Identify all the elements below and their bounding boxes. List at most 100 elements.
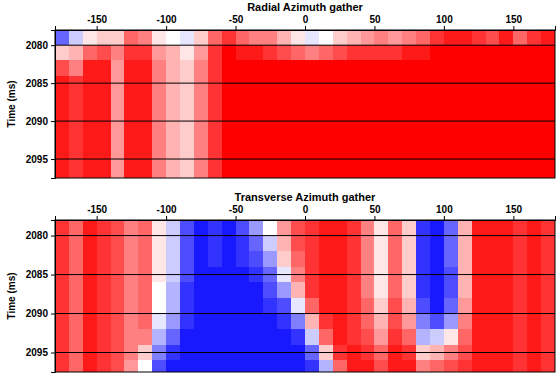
heat-cell	[138, 45, 152, 61]
heat-cell	[486, 91, 500, 107]
heat-cell	[541, 329, 555, 345]
heat-cell	[69, 360, 83, 372]
tick-label: 2085	[26, 269, 49, 280]
heat-cell	[152, 236, 166, 252]
heat-cell	[305, 45, 319, 61]
tick-label: -100	[157, 204, 177, 215]
heat-cell	[472, 136, 486, 152]
heat-cell	[291, 106, 305, 122]
heat-cell	[430, 251, 444, 267]
tick: 150	[505, 14, 522, 30]
heat-cell	[333, 30, 347, 46]
heat-cell	[55, 91, 69, 107]
heat-cell	[402, 220, 416, 236]
heat-cell	[222, 329, 236, 345]
heat-cell	[111, 45, 125, 61]
heat-cell	[180, 45, 194, 61]
heat-cell	[374, 329, 388, 345]
heat-cell	[333, 45, 347, 61]
heat-cell	[152, 136, 166, 152]
heat-cell	[527, 251, 541, 267]
tick: -100	[157, 204, 177, 220]
heat-cell	[402, 167, 416, 178]
heat-cell	[124, 136, 138, 152]
heat-cell	[291, 251, 305, 267]
x-axis: -150-100-50050100150	[56, 14, 556, 31]
heat-cell	[111, 121, 125, 137]
heat-cell	[69, 329, 83, 345]
heat-cell	[430, 220, 444, 236]
heat-cell	[402, 60, 416, 76]
figure: -150-100-500501001502080208520902095Radi…	[0, 0, 560, 384]
tick-label: 50	[369, 14, 381, 25]
heat-cell	[249, 329, 263, 345]
heat-cell	[472, 60, 486, 76]
heat-cell	[388, 236, 402, 252]
heat-cell	[69, 30, 83, 46]
tick: 150	[505, 204, 522, 220]
heat-cell	[277, 298, 291, 314]
heat-cell	[83, 60, 97, 76]
heat-cell	[166, 329, 180, 345]
heat-cell	[152, 220, 166, 236]
heat-cell	[347, 121, 361, 137]
heat-cell	[527, 360, 541, 372]
heat-cell	[430, 60, 444, 76]
heat-cell	[374, 106, 388, 122]
tick-mark	[51, 236, 55, 237]
heat-cell	[527, 236, 541, 252]
heat-cell	[361, 45, 375, 61]
heat-cell	[499, 106, 513, 122]
heat-cell	[83, 298, 97, 314]
heat-cell	[263, 298, 277, 314]
heat-cell	[499, 167, 513, 178]
heat-cell	[277, 314, 291, 330]
heat-cell	[194, 45, 208, 61]
heat-cell	[138, 236, 152, 252]
heat-cell	[180, 60, 194, 76]
heat-cell	[55, 220, 69, 236]
heat-cell	[194, 282, 208, 298]
heat-cell	[486, 45, 500, 61]
grid-line	[55, 274, 555, 275]
heat-cell	[527, 121, 541, 137]
heat-cell	[541, 220, 555, 236]
heat-cell	[222, 60, 236, 76]
heat-cell	[305, 167, 319, 178]
heat-cell	[374, 30, 388, 46]
heat-cell	[305, 91, 319, 107]
heat-cell	[166, 282, 180, 298]
tick: -100	[157, 14, 177, 30]
heat-cell	[305, 360, 319, 372]
heat-cell	[138, 60, 152, 76]
heat-cell	[499, 60, 513, 76]
heat-cell	[319, 251, 333, 267]
heat-cell	[388, 251, 402, 267]
heat-cell	[152, 106, 166, 122]
heat-cell	[180, 360, 194, 372]
heat-cell	[208, 121, 222, 137]
heat-cell	[499, 282, 513, 298]
heat-cell	[236, 314, 250, 330]
heat-cell	[208, 314, 222, 330]
heat-cell	[208, 360, 222, 372]
heat-cell	[55, 282, 69, 298]
heat-cell	[249, 106, 263, 122]
heat-cell	[416, 121, 430, 137]
heat-cell	[97, 91, 111, 107]
heat-cell	[208, 220, 222, 236]
heat-cell	[319, 282, 333, 298]
heat-cell	[416, 298, 430, 314]
heat-cell	[458, 45, 472, 61]
heat-cell	[124, 121, 138, 137]
heat-cell	[347, 60, 361, 76]
heat-cell	[430, 45, 444, 61]
heat-cell	[416, 60, 430, 76]
heat-cell	[499, 91, 513, 107]
heat-cell	[541, 121, 555, 137]
heat-cell	[277, 282, 291, 298]
heat-cell	[416, 329, 430, 345]
heat-cell	[152, 45, 166, 61]
heat-cell	[236, 30, 250, 46]
heat-cell	[69, 121, 83, 137]
